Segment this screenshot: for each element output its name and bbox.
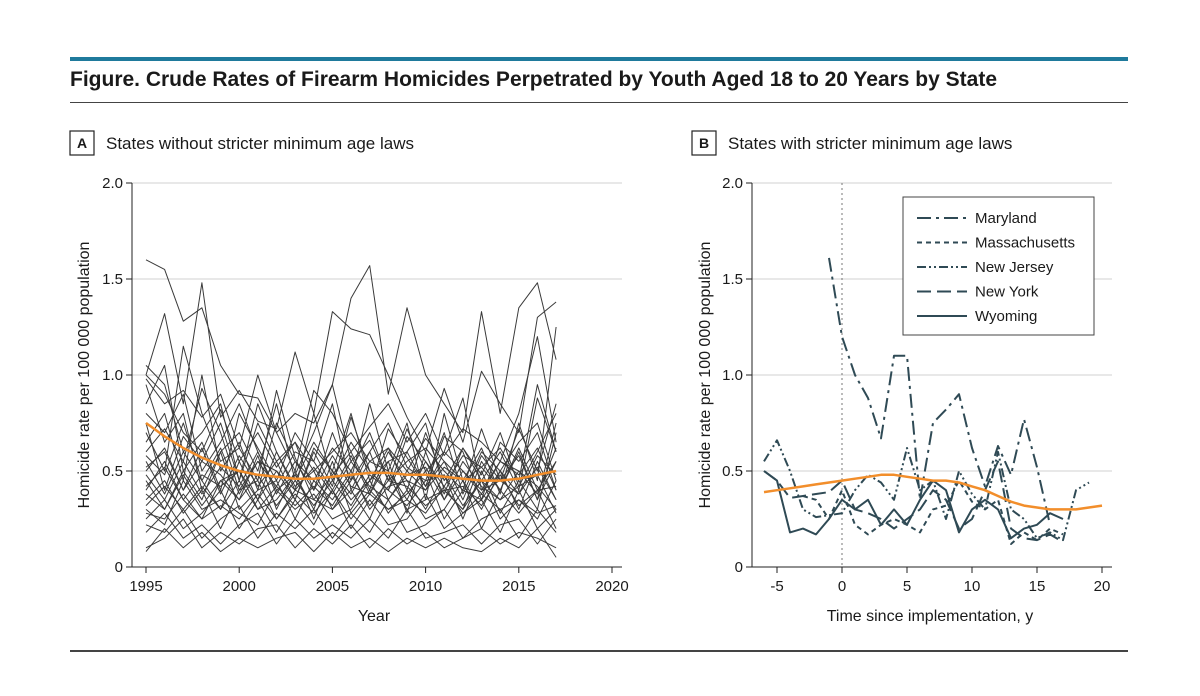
- panel-a-state-series-20: [145, 384, 557, 491]
- panel-a-x-tick-label: 2020: [595, 578, 628, 595]
- panel-b-y-axis-title: Homicide rate per 100 000 population: [697, 242, 714, 509]
- panel-a-plot: 0 0.5 1.0 1.5 2.0 1995 2000 2005 2010 2015 2020: [102, 175, 629, 595]
- panel-b-legend-label: New Jersey: [975, 259, 1054, 276]
- panel-b-legend-label: Wyoming: [975, 308, 1037, 325]
- panel-a-y-axis-title: Homicide rate per 100 000 population: [76, 242, 93, 509]
- panel-b-series-massachusetts: [802, 479, 1064, 545]
- panel-a-letter-box: [69, 130, 95, 156]
- panel-a-x-tick-label: 2015: [502, 578, 535, 595]
- panel-a-state-series-23: [145, 374, 557, 501]
- panel-b-legend-label: New York: [975, 284, 1039, 301]
- panel-a-state-series-21: [145, 364, 557, 495]
- panel-a-y-tick-label: 1.0: [102, 367, 123, 384]
- panel-a-state-series-25: [145, 447, 557, 501]
- panel-b-y-tick-label: 0: [735, 559, 743, 576]
- panel-b-x-axis-title: Time since implementation, y: [827, 608, 1034, 625]
- panel-a-state-series-26: [145, 451, 557, 501]
- panel-b-legend: Maryland Massachusetts New Jersey New York W…: [902, 196, 1095, 336]
- panel-b-y-tick-label: 1.0: [722, 367, 743, 384]
- panel-b-series-new-york: [763, 460, 1064, 543]
- panel-b-legend-label: Maryland: [975, 210, 1037, 227]
- panel-b-plot: 0 0.5 1.0 1.5 2.0 -5 0 5 10 15 20 Maryland Massachus…: [722, 175, 1112, 595]
- panel-a-state-series-15: [145, 499, 557, 539]
- panel-a-y-tick-label: 0.5: [102, 463, 123, 480]
- panel-a-x-tick-label: 2010: [409, 578, 442, 595]
- panel-b-trend-line: [763, 473, 1103, 511]
- figure-title: Figure. Crude Rates of Firearm Homicides…: [70, 68, 998, 91]
- panel-a-title: States without stricter minimum age laws: [106, 134, 414, 153]
- panel-b-letter: B: [699, 135, 709, 151]
- panel-a-state-series-28: [145, 474, 557, 514]
- panel-a: A States without stricter minimum age la…: [69, 130, 414, 625]
- panel-b-title: States with stricter minimum age laws: [728, 134, 1012, 153]
- panel-a-state-series-24: [145, 422, 557, 495]
- panel-b-x-tick-label: 20: [1094, 578, 1111, 595]
- panel-a-y-tick-label: 2.0: [102, 175, 123, 192]
- panel-b-x-tick-label: 10: [964, 578, 981, 595]
- panel-b-y-tick-label: 0.5: [722, 463, 743, 480]
- panel-b-legend-label: Massachusetts: [975, 235, 1075, 252]
- panel-a-trend-line: [145, 421, 557, 482]
- panel-a-state-series-17: [145, 518, 557, 549]
- panel-b-letter-box: [691, 130, 717, 156]
- panel-a-y-tick-label: 0: [115, 559, 123, 576]
- panel-a-x-axis-title: Year: [358, 608, 391, 625]
- panel-b: B States with stricter minimum age laws …: [691, 130, 1034, 625]
- panel-b-series-new-jersey: [763, 439, 1090, 542]
- panel-a-state-series-22: [145, 397, 557, 495]
- panel-b-x-tick-label: -5: [770, 578, 783, 595]
- panel-b-y-tick-label: 2.0: [722, 175, 743, 192]
- panel-b-y-tick-label: 1.5: [722, 271, 743, 288]
- panel-b-x-tick-label: 15: [1029, 578, 1046, 595]
- panel-b-x-tick-label: 5: [903, 578, 911, 595]
- panel-a-letter: A: [77, 135, 87, 151]
- panel-a-state-series-18: [145, 528, 557, 558]
- figure-title-rule: [70, 102, 1128, 103]
- panel-b-series-maryland: [828, 257, 1051, 526]
- panel-a-x-tick-label: 2005: [316, 578, 349, 595]
- panel-a-state-series-1: [145, 259, 557, 434]
- panel-a-x-tick-label: 1995: [129, 578, 162, 595]
- panel-a-state-series-14: [145, 489, 557, 533]
- panel-a-state-series-2: [145, 282, 557, 453]
- figure-top-rule: [70, 57, 1128, 61]
- figure-bottom-rule: [70, 650, 1128, 652]
- panel-b-x-tick-label: 0: [838, 578, 846, 595]
- panel-a-x-tick-label: 2000: [223, 578, 256, 595]
- panel-b-series-wyoming: [763, 470, 1064, 540]
- panel-a-state-series-30: [145, 485, 557, 520]
- panel-a-y-tick-label: 1.5: [102, 271, 123, 288]
- panel-a-state-series-6: [145, 345, 557, 501]
